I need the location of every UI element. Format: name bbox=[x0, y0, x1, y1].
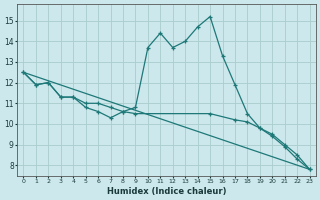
X-axis label: Humidex (Indice chaleur): Humidex (Indice chaleur) bbox=[107, 187, 226, 196]
